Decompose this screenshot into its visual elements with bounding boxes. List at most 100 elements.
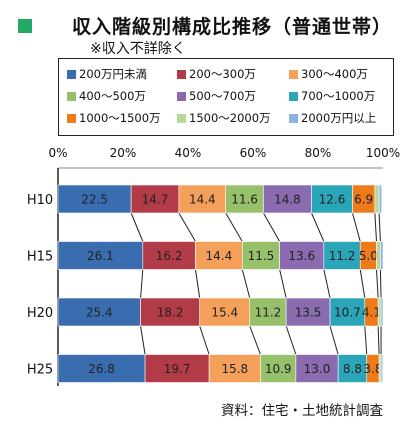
- legend-swatch: [289, 69, 298, 79]
- bar-segment: [241, 241, 280, 270]
- x-tick-label: 20%: [110, 146, 137, 160]
- bar-segment: [323, 241, 361, 270]
- data-label: 13.6: [288, 249, 315, 263]
- category-label: H25: [27, 363, 53, 378]
- series-connector-line: [351, 212, 361, 242]
- legend-item: 400～500万: [67, 85, 177, 107]
- legend-label: 200万円未満: [79, 67, 147, 81]
- legend-label: 2000万円以上: [301, 111, 377, 125]
- series-connector-line: [323, 269, 331, 299]
- chart-title: 収入階級別構成比推移（普通世帯）: [72, 16, 393, 38]
- bar-segment: [144, 354, 210, 383]
- bar-segment: [285, 297, 331, 327]
- title-marker-icon: [18, 18, 32, 33]
- series-connector-line: [376, 269, 379, 299]
- data-label: 13.0: [304, 362, 331, 376]
- series-connector-line: [178, 212, 196, 242]
- legend-item: 1500～2000万: [177, 107, 289, 129]
- legend-item: 300～400万: [289, 63, 399, 85]
- data-label: 11.2: [329, 249, 356, 263]
- data-label: 25.4: [86, 306, 113, 320]
- data-label: 10.7: [334, 306, 361, 320]
- series-connector-line: [311, 212, 325, 242]
- legend-label: 300～400万: [301, 67, 368, 81]
- x-tick-label: 100%: [366, 146, 400, 160]
- data-label: 11.5: [248, 249, 275, 263]
- data-label: 3.8: [363, 362, 382, 376]
- bar-segment: [279, 241, 325, 270]
- series-connector-line: [241, 269, 251, 299]
- data-label: 14.8: [274, 193, 301, 207]
- bar-segment: [249, 297, 287, 327]
- data-label: 19.7: [164, 362, 191, 376]
- data-label: 8.8: [343, 362, 362, 376]
- bar-segment: [130, 184, 180, 214]
- category-label: H20: [27, 306, 53, 321]
- data-label: 10.9: [265, 362, 292, 376]
- legend-swatch: [177, 113, 186, 123]
- x-tick-label: 60%: [240, 146, 267, 160]
- bar-segment: [57, 184, 132, 214]
- bar-segment: [295, 354, 339, 383]
- data-label: 15.8: [221, 362, 248, 376]
- legend-item: 500～700万: [177, 85, 289, 107]
- bar-segment: [263, 184, 312, 214]
- x-tick-label: 80%: [305, 146, 332, 160]
- title-row: 収入階級別構成比推移（普通世帯）: [18, 12, 392, 39]
- legend-item: 700～1000万: [289, 85, 399, 107]
- legend-swatch: [177, 69, 186, 79]
- data-label: 26.8: [88, 362, 115, 376]
- x-tick-label: 40%: [175, 146, 202, 160]
- bar-segment: [57, 297, 141, 327]
- series-connector-line: [359, 269, 366, 299]
- bar-segment: [329, 297, 366, 327]
- bar-segment: [140, 297, 201, 327]
- series-connector-line: [285, 325, 297, 355]
- series-connector-line: [364, 325, 368, 355]
- bar-segment: [311, 184, 353, 214]
- data-label: 18.2: [157, 306, 184, 320]
- data-label: 16.2: [156, 249, 183, 263]
- series-connector-line: [140, 269, 144, 299]
- legend-item: 200万円未満: [67, 63, 177, 85]
- series-connector-line: [130, 212, 144, 242]
- bar-segment: [199, 297, 251, 327]
- series-connector-line: [279, 269, 287, 299]
- legend-item: 200～300万: [177, 63, 289, 85]
- data-label: 26.1: [87, 249, 114, 263]
- legend-swatch: [67, 113, 76, 123]
- stacked-bar-chart: 0% 20% 40% 60% 80% 100% H10 22.5 14.7 14.4 11.6 14.…: [27, 146, 400, 386]
- legend-label: 1500～2000万: [189, 111, 271, 125]
- bar-segment: [376, 241, 381, 270]
- series-connector-line: [225, 212, 243, 242]
- data-label: 11.2: [255, 306, 282, 320]
- series-connector-line: [379, 269, 382, 299]
- legend-swatch: [289, 91, 298, 101]
- bar-segment: [377, 297, 382, 327]
- legend-label: 1000～1500万: [79, 111, 161, 125]
- chart-legend: 200万円未満 200～300万 300～400万 400～500万 500～700万 7…: [58, 58, 394, 136]
- bar-segment: [378, 184, 383, 214]
- data-label: 11.6: [231, 193, 258, 207]
- legend-label: 400～500万: [79, 89, 146, 103]
- x-tick-label: 0%: [48, 146, 67, 160]
- bar-segment: [380, 241, 384, 270]
- data-label: 14.4: [206, 249, 233, 263]
- legend-item: 1000～1500万: [67, 107, 177, 129]
- series-connector-line: [249, 325, 261, 355]
- legend-label: 200～300万: [189, 67, 256, 81]
- bar-segment: [57, 241, 144, 270]
- data-label: 6.9: [354, 193, 373, 207]
- legend-swatch: [67, 69, 76, 79]
- source-note: 資料：住宅・土地統計調査: [221, 403, 383, 419]
- series-connector-line: [140, 325, 146, 355]
- bar-segment: [337, 354, 368, 383]
- series-connector-line: [329, 325, 339, 355]
- series-connector-line: [374, 212, 377, 242]
- legend-item: 2000万円以上: [289, 107, 399, 129]
- legend-swatch: [289, 113, 298, 123]
- bar-segment: [178, 184, 226, 214]
- data-label: 22.5: [81, 193, 108, 207]
- bar-segment: [380, 297, 384, 327]
- data-label: 5.0: [359, 249, 378, 263]
